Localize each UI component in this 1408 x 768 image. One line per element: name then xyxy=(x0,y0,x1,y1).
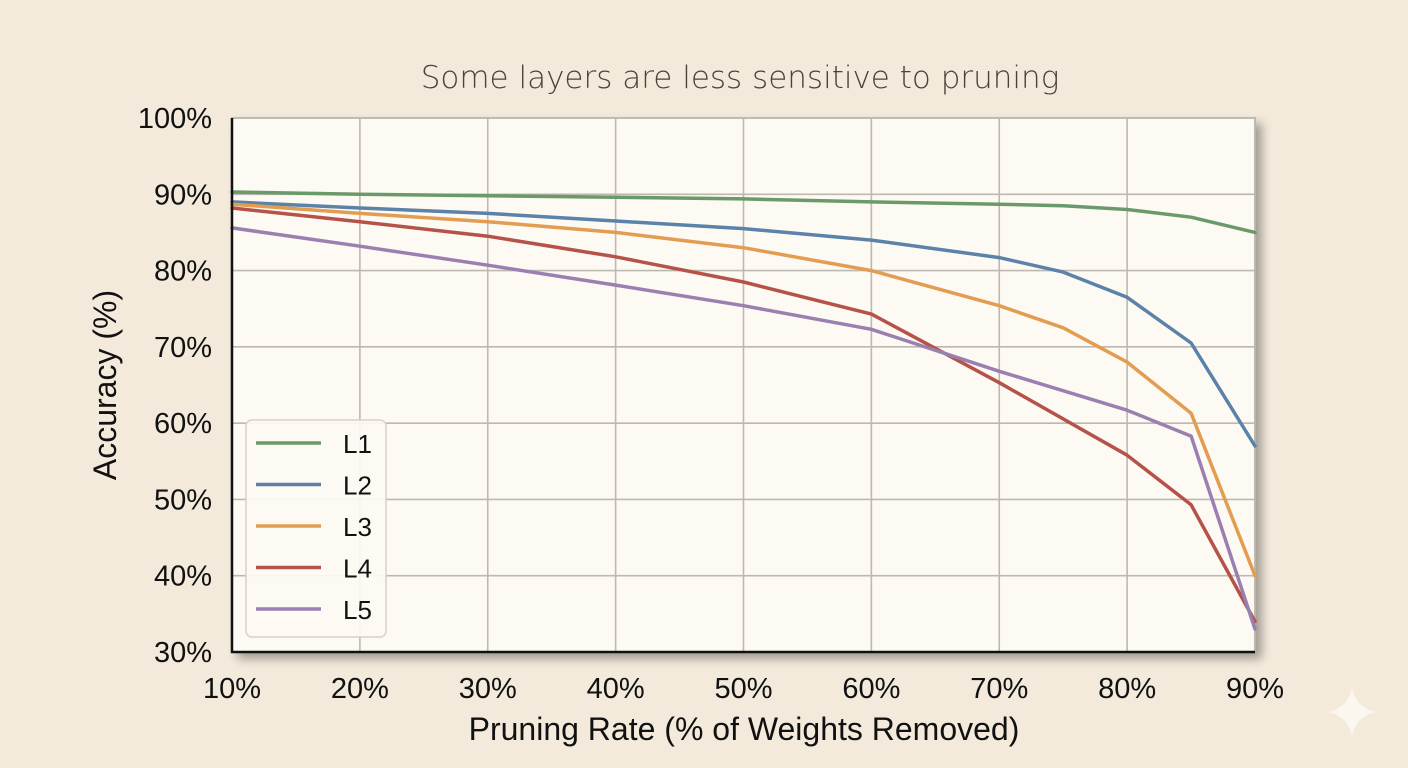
x-tick-label: 90% xyxy=(1226,673,1284,705)
series-line-l2 xyxy=(230,200,1257,448)
legend-label: L4 xyxy=(343,554,372,584)
x-tick-label: 50% xyxy=(714,673,772,705)
legend-item: L2 xyxy=(256,471,372,501)
y-tick-label: 50% xyxy=(154,484,212,516)
y-tick-labels: 30% 40% 50% 60% 70% 80% 90% 100% xyxy=(138,103,212,669)
y-tick-label: 30% xyxy=(154,637,212,669)
x-tick-label: 70% xyxy=(970,673,1028,705)
legend-label: L5 xyxy=(343,595,372,625)
y-axis-label: Accuracy (%) xyxy=(87,290,123,480)
y-tick-label: 90% xyxy=(154,179,212,211)
axes xyxy=(230,118,1255,654)
x-tick-label: 60% xyxy=(842,673,900,705)
legend-label: L2 xyxy=(343,471,372,501)
x-tick-label: 10% xyxy=(203,673,261,705)
legend-item: L1 xyxy=(256,429,372,459)
y-tick-label: 70% xyxy=(154,332,212,364)
series-line-l3 xyxy=(230,202,1257,578)
legend-item: L4 xyxy=(256,554,372,584)
x-tick-label: 80% xyxy=(1098,673,1156,705)
x-axis-label: Pruning Rate (% of Weights Removed) xyxy=(469,711,1020,747)
series-line-l4 xyxy=(230,206,1257,624)
y-tick-label: 80% xyxy=(154,256,212,288)
legend-label: L1 xyxy=(343,429,372,459)
x-tick-label: 30% xyxy=(459,673,517,705)
series-layer xyxy=(230,190,1257,631)
series-line-l1 xyxy=(230,190,1257,235)
y-tick-label: 40% xyxy=(154,561,212,593)
x-tick-labels: 10% 20% 30% 40% 50% 60% 70% 80% 90% xyxy=(203,673,1284,705)
x-tick-label: 20% xyxy=(331,673,389,705)
x-tick-label: 40% xyxy=(587,673,645,705)
legend: L1 L2 L3 L4 L5 xyxy=(245,419,387,638)
legend-box xyxy=(245,419,387,638)
series-line-l5 xyxy=(230,226,1257,631)
y-tick-label: 100% xyxy=(138,103,212,135)
legend-label: L3 xyxy=(343,512,372,542)
legend-item: L5 xyxy=(256,595,372,625)
sparkle-icon xyxy=(1328,688,1376,736)
legend-item: L3 xyxy=(256,512,372,542)
y-tick-label: 60% xyxy=(154,408,212,440)
chart-title: Some layers are less sensitive to prunin… xyxy=(421,60,1060,96)
